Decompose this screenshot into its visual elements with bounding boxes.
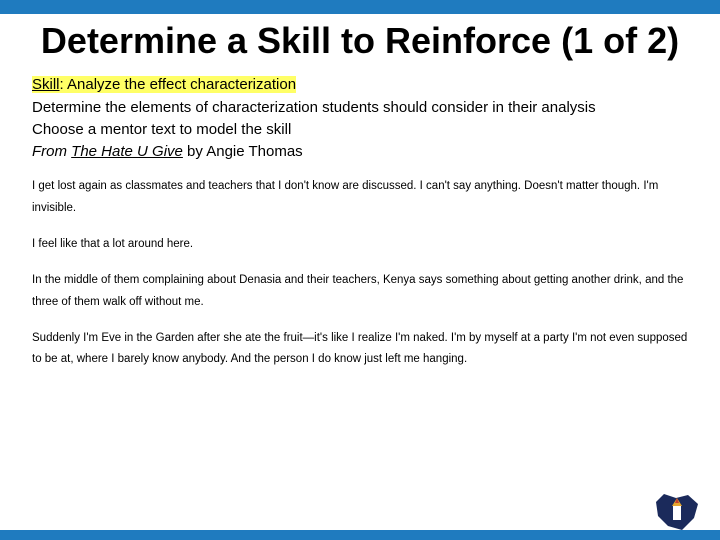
top-accent-bar (0, 0, 720, 14)
mentor-book-title: The Hate U Give (71, 143, 183, 160)
mentor-text-line: From The Hate U Give by Angie Thomas (32, 142, 688, 162)
slide-body: Skill: Analyze the effect characterizati… (0, 75, 720, 371)
bottom-accent-bar (0, 530, 720, 540)
virginia-logo-icon (654, 492, 700, 534)
excerpt-paragraph-1: I get lost again as classmates and teach… (32, 176, 688, 220)
excerpt-paragraph-2: I feel like that a lot around here. (32, 234, 688, 256)
skill-line: Skill: Analyze the effect characterizati… (32, 75, 688, 95)
slide-title: Determine a Skill to Reinforce (1 of 2) (0, 14, 720, 75)
body-line-2: Choose a mentor text to model the skill (32, 120, 688, 140)
skill-label: Skill (32, 76, 60, 93)
body-line-1: Determine the elements of characterizati… (32, 98, 688, 118)
skill-text: : Analyze the effect characterization (60, 76, 297, 93)
mentor-from: From (32, 143, 71, 160)
mentor-author: by Angie Thomas (183, 143, 303, 160)
excerpt-paragraph-3: In the middle of them complaining about … (32, 270, 688, 314)
excerpt-paragraph-4: Suddenly I'm Eve in the Garden after she… (32, 328, 688, 372)
